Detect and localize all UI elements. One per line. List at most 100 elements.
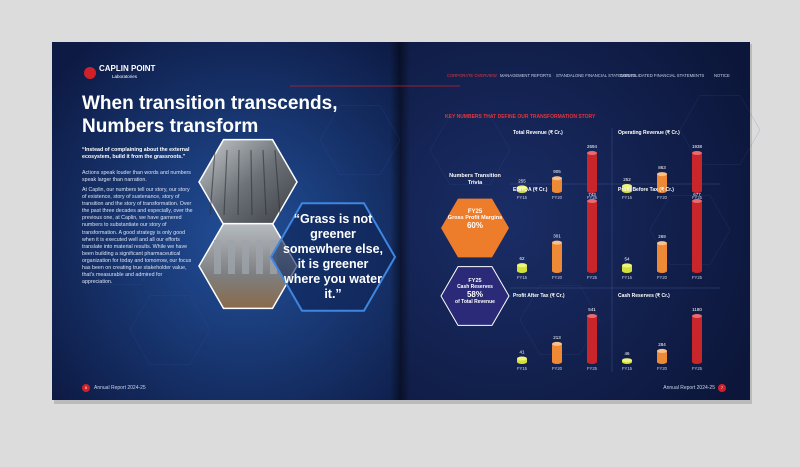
- cylinder-body: [692, 153, 702, 191]
- cylinder-base: [692, 360, 702, 364]
- category-label: FY15: [517, 366, 528, 371]
- pattern-hex: [429, 115, 511, 185]
- nav-item[interactable]: STANDALONE FINANCIAL STATEMENTS: [556, 73, 636, 78]
- category-label: FY20: [657, 195, 668, 200]
- cylinder-base: [517, 189, 527, 193]
- page-dot: [82, 384, 90, 392]
- cylinder-body: [692, 316, 702, 362]
- trivia-value: 58%: [466, 290, 483, 299]
- category-label: FY20: [552, 275, 563, 280]
- value-label: 905: [553, 169, 561, 174]
- cylinder-base: [517, 269, 527, 273]
- value-label: 1938: [692, 144, 703, 149]
- value-label: 284: [658, 342, 666, 347]
- cylinder-base: [517, 360, 527, 364]
- category-label: FY15: [517, 195, 528, 200]
- footer-label: Annual Report 2024-25: [94, 385, 146, 391]
- photo-detail: [214, 240, 221, 274]
- cylinder-base: [657, 189, 667, 193]
- cylinder: [552, 240, 562, 273]
- cylinder: [587, 151, 597, 193]
- category-label: FY25: [692, 195, 703, 200]
- cylinder-body: [587, 201, 597, 271]
- cylinder-body: [552, 242, 562, 271]
- cylinder-body: [587, 316, 597, 362]
- cylinder-top: [692, 314, 702, 318]
- category-label: FY15: [517, 275, 528, 280]
- cylinder-top: [657, 172, 667, 177]
- cylinder-body: [552, 343, 562, 362]
- cylinder-base: [587, 360, 597, 364]
- cylinder-body: [587, 153, 597, 191]
- value-label: 41: [519, 350, 525, 355]
- chart-title: Operating Revenue (₹ Cr.): [618, 130, 680, 136]
- cylinder-top: [517, 356, 527, 361]
- cylinder: [622, 263, 632, 273]
- cylinder-top: [622, 358, 632, 363]
- category-label: FY20: [552, 366, 563, 371]
- cylinder-body: [622, 265, 632, 271]
- cylinder-base: [622, 189, 632, 193]
- value-label: 255: [518, 178, 526, 183]
- category-label: FY20: [657, 366, 668, 371]
- photo-detail: [274, 149, 281, 216]
- photo-detail: [262, 149, 267, 216]
- cylinder-top: [587, 199, 597, 203]
- category-label: FY20: [552, 195, 563, 200]
- cylinder-base: [552, 189, 562, 193]
- category-label: FY25: [587, 195, 598, 200]
- big-quote: “Grass is not greener somewhere else, it…: [282, 212, 384, 301]
- logo-sub: Laboratories: [112, 74, 138, 79]
- category-label: FY15: [622, 195, 633, 200]
- cylinder: [517, 185, 527, 193]
- nav-item[interactable]: NOTICE: [714, 73, 730, 78]
- photo-detail: [250, 149, 253, 216]
- nav-item[interactable]: CORPORATE OVERVIEW: [447, 73, 497, 78]
- cylinder: [517, 263, 527, 273]
- heading: KEY NUMBERS THAT DEFINE OUR TRANSFORMATI…: [445, 114, 596, 120]
- body: At Caplin, our numbers tell our story, o…: [82, 187, 193, 286]
- cylinder-body: [657, 174, 667, 191]
- logo-mark: [84, 67, 96, 79]
- cylinder-top: [517, 185, 527, 190]
- cylinder-base: [552, 360, 562, 364]
- category-label: FY20: [657, 275, 668, 280]
- cylinder: [587, 199, 597, 273]
- category-label: FY25: [692, 275, 703, 280]
- cylinder-base: [692, 269, 702, 273]
- pattern-hex: [79, 215, 161, 285]
- cylinder-base: [622, 269, 632, 273]
- cylinder-base: [692, 189, 702, 193]
- cylinder: [657, 241, 667, 273]
- cylinder-body: [657, 243, 667, 271]
- cylinder: [587, 314, 597, 364]
- cylinder-body: [552, 178, 562, 191]
- cylinder: [622, 358, 632, 364]
- category-label: FY25: [587, 275, 598, 280]
- cylinder-base: [587, 269, 597, 273]
- cylinder-top: [622, 184, 632, 189]
- cylinder: [622, 184, 632, 193]
- page-number: 7: [720, 385, 724, 390]
- cylinder-base: [657, 269, 667, 273]
- photo-detail: [237, 149, 240, 216]
- pattern-hex: [649, 195, 731, 265]
- nav-item[interactable]: CONSOLIDATED FINANCIAL STATEMENTS: [620, 73, 705, 78]
- nav-item[interactable]: MANAGEMENT REPORTS: [500, 73, 552, 78]
- cylinder-top: [657, 241, 667, 246]
- trivia-hex: [441, 198, 509, 258]
- title-line: When transition transcends,: [82, 93, 338, 114]
- value-label: 54: [624, 256, 630, 261]
- cylinder: [692, 314, 702, 364]
- spine: [390, 42, 410, 400]
- value-label: 1180: [692, 307, 702, 312]
- category-label: FY25: [692, 366, 703, 371]
- cylinder-body: [692, 201, 702, 271]
- chart-title: Profit Before Tax (₹ Cr.): [618, 187, 674, 193]
- trivia-item: FY25 Gross Profit Margins 60%: [445, 209, 505, 230]
- trivia-year: FY25: [468, 278, 482, 284]
- quote-hex: [269, 202, 397, 312]
- photo-detail: [228, 240, 235, 274]
